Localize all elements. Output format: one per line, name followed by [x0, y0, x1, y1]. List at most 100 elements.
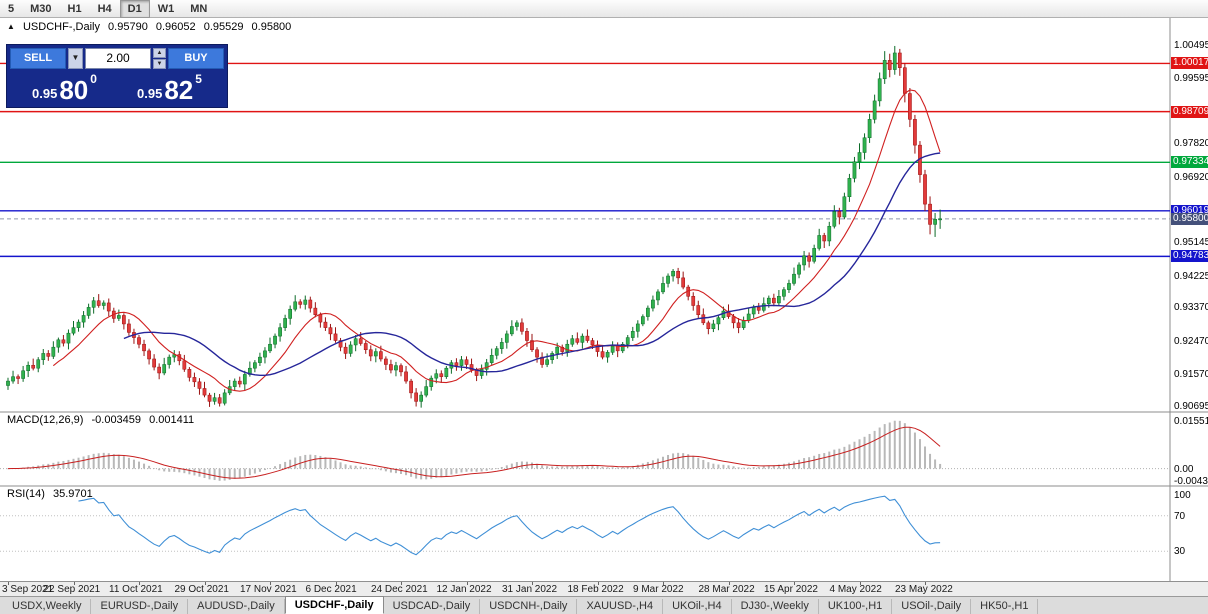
- time-axis-label: 11 Oct 2021: [109, 584, 163, 595]
- chart-tab-uk100-h1[interactable]: UK100-,H1: [819, 599, 893, 614]
- ask-price[interactable]: 0.95 82 5: [117, 70, 222, 104]
- time-axis-tick: [794, 582, 795, 585]
- ask-price-point: 5: [195, 72, 202, 86]
- time-axis-tick: [8, 582, 9, 585]
- macd-value: -0.003459: [91, 414, 142, 426]
- time-axis-tick: [270, 582, 271, 585]
- time-axis-label: 4 May 2022: [829, 584, 882, 595]
- chart-symbol-label: USDCHF-,Daily: [22, 21, 100, 33]
- time-axis-label: 22 Sep 2021: [43, 584, 101, 595]
- chart-tab-xauusd-h4[interactable]: XAUUSD-,H4: [577, 599, 664, 614]
- time-axis-label: 17 Nov 2021: [240, 584, 297, 595]
- price-axis-badge-red: 1.00017: [1171, 57, 1208, 70]
- rsi-axis-label: 70: [1174, 510, 1186, 522]
- time-axis-tick: [597, 582, 599, 585]
- time-axis-tick: [532, 582, 533, 585]
- price-axis-badge-current: 0.95800: [1171, 212, 1208, 225]
- time-axis-tick: [73, 582, 75, 585]
- bid-price[interactable]: 0.95 80 0: [12, 70, 117, 104]
- macd-signal-value: 0.001411: [149, 414, 195, 426]
- price-axis-label: 0.97820: [1174, 138, 1208, 150]
- chart-tab-usdchf-daily[interactable]: USDCHF-,Daily: [284, 596, 384, 614]
- chart-tab-usoil-daily[interactable]: USOil-,Daily: [892, 599, 972, 614]
- bid-price-point: 0: [90, 72, 97, 86]
- bid-price-digits: 80: [59, 75, 89, 105]
- buy-button[interactable]: BUY: [168, 48, 224, 69]
- chart-tab-usdcnh-daily[interactable]: USDCNH-,Daily: [480, 599, 578, 614]
- timeframe-button-5[interactable]: 5: [8, 2, 15, 15]
- timeframe-button-m30[interactable]: M30: [30, 2, 52, 15]
- timeframe-button-w1[interactable]: W1: [157, 2, 175, 15]
- volume-dropdown-button[interactable]: ▼: [68, 48, 83, 69]
- time-axis-label: 12 Jan 2022: [436, 584, 492, 595]
- ohlc-low: 0.95529: [203, 21, 244, 33]
- chevron-down-icon: ▼: [153, 59, 166, 69]
- time-axis-label: 3 Sep 2021: [2, 584, 54, 595]
- ask-price-prefix: 0.95: [137, 86, 163, 101]
- sell-button[interactable]: SELL: [10, 48, 66, 69]
- timeframe-button-d1[interactable]: D1: [119, 0, 150, 18]
- bid-price-prefix: 0.95: [32, 86, 58, 101]
- price-axis[interactable]: 1.00495 1.00017 0.99595 0.98709 0.97820 0.973…: [1171, 18, 1208, 581]
- price-axis-label: 0.93370: [1174, 302, 1208, 314]
- time-axis-tick: [663, 582, 664, 585]
- price-axis-label: 0.90695: [1174, 401, 1208, 413]
- price-axis-badge-blue: 0.94783: [1171, 250, 1208, 263]
- price-axis-label: 0.92470: [1174, 335, 1208, 347]
- price-axis-label: 0.95145: [1174, 237, 1208, 249]
- time-axis-tick: [728, 582, 730, 585]
- price-axis-badge-green: 0.97334: [1171, 156, 1208, 169]
- time-axis-tick: [139, 582, 140, 585]
- chart-tab-ukoil-h4[interactable]: UKOil-,H4: [663, 599, 732, 614]
- ohlc-close: 0.95800: [251, 21, 292, 33]
- volume-stepper[interactable]: ▲ ▼: [153, 48, 166, 69]
- rsi-header: RSI(14) 35.9701: [7, 488, 98, 500]
- time-axis-label: 6 Dec 2021: [305, 584, 357, 595]
- price-axis-label: 1.00495: [1174, 39, 1208, 51]
- timeframe-button-mn[interactable]: MN: [190, 2, 208, 15]
- rsi-axis-label: 30: [1174, 546, 1186, 558]
- time-axis-tick: [859, 582, 861, 585]
- macd-name-label: MACD(12,26,9): [7, 414, 84, 426]
- time-axis-label: 31 Jan 2022: [502, 584, 558, 595]
- chart-tab-hk50-h1[interactable]: HK50-,H1: [971, 599, 1039, 614]
- timeframe-button-h4[interactable]: H4: [97, 2, 112, 15]
- price-axis-label: 0.94225: [1174, 270, 1208, 282]
- macd-axis-label: 0.01551: [1174, 415, 1208, 427]
- chart-tab-eurusd-daily[interactable]: EURUSD-,Daily: [91, 599, 189, 614]
- ask-price-digits: 82: [164, 75, 194, 105]
- time-axis-label: 23 May 2022: [895, 584, 953, 595]
- chart-tab-usdcad-daily[interactable]: USDCAD-,Daily: [384, 599, 481, 614]
- macd-axis-label: -0.00436: [1174, 475, 1208, 487]
- price-axis-label: 0.99595: [1174, 72, 1208, 84]
- timeframe-toolbar: 5 M30 H1 H4 D1 W1 MN: [0, 0, 1208, 18]
- rsi-value: 35.9701: [52, 488, 93, 500]
- rsi-name-label: RSI(14): [7, 488, 45, 500]
- chart-tab-audusd-daily[interactable]: AUDUSD-,Daily: [188, 599, 285, 614]
- chart-ohlc-header: ▲ USDCHF-,Daily 0.95790 0.96052 0.95529 …: [7, 21, 296, 33]
- chevron-up-icon: ▲: [153, 48, 166, 58]
- volume-input[interactable]: 2.00: [85, 48, 151, 69]
- price-axis-label: 0.96920: [1174, 171, 1208, 183]
- time-axis-tick: [335, 582, 337, 585]
- time-axis-label: 9 Mar 2022: [633, 584, 684, 595]
- chart-tab-dj30-weekly[interactable]: DJ30-,Weekly: [732, 599, 819, 614]
- time-axis-label: 24 Dec 2021: [371, 584, 428, 595]
- time-axis-label: 15 Apr 2022: [764, 584, 818, 595]
- time-axis-tick: [401, 582, 402, 585]
- time-axis-tick: [204, 582, 206, 585]
- chart-tab-bar: USDX,Weekly EURUSD-,Daily AUDUSD-,Daily USD…: [0, 596, 1208, 614]
- time-axis-label: 28 Mar 2022: [698, 584, 755, 595]
- one-click-trading-panel: SELL ▼ 2.00 ▲ ▼ BUY 0.95 80 0 0.95 82 5: [6, 44, 228, 108]
- macd-axis-label: 0.00: [1174, 463, 1194, 475]
- timeframe-button-h1[interactable]: H1: [67, 2, 82, 15]
- time-axis-tick: [466, 582, 468, 585]
- time-axis[interactable]: 3 Sep 2021 22 Sep 2021 11 Oct 2021 29 Oct 2…: [0, 581, 1208, 597]
- time-axis-label: 29 Oct 2021: [174, 584, 229, 595]
- chevron-down-icon: ▼: [71, 53, 80, 62]
- time-axis-tick: [925, 582, 926, 585]
- chart-tab-usdx-weekly[interactable]: USDX,Weekly: [3, 599, 92, 614]
- window-marker-icon: ▲: [7, 22, 15, 31]
- price-axis-badge-red: 0.98709: [1171, 105, 1208, 118]
